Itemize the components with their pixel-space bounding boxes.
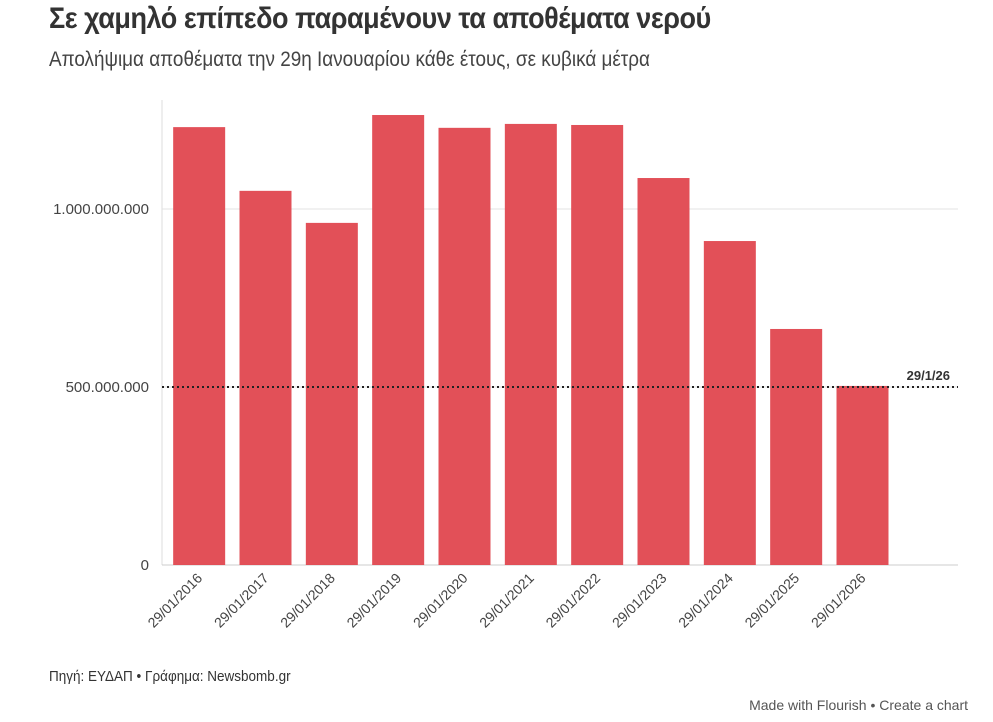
- y-tick-label: 500.000.000: [66, 379, 149, 396]
- source-note: Πηγή: ΕΥΔΑΠ • Γράφημα: Newsbomb.gr: [49, 668, 291, 685]
- chart-title: Σε χαμηλό επίπεδο παραμένουν τα αποθέματ…: [49, 2, 711, 35]
- x-tick-label: 29/01/2020: [410, 570, 471, 631]
- reference-line-label: 29/1/26: [907, 368, 950, 383]
- flourish-credit: Made with Flourish • Create a chart: [749, 697, 968, 713]
- bar: [438, 127, 491, 565]
- y-tick-label: 0: [141, 557, 149, 574]
- bar: [703, 241, 756, 566]
- x-tick-label: 29/01/2026: [808, 570, 869, 631]
- x-tick-label: 29/01/2022: [542, 570, 603, 631]
- x-tick-label: 29/01/2017: [211, 570, 272, 631]
- x-tick-label: 29/01/2025: [741, 570, 802, 631]
- y-tick-label: 1.000.000.000: [53, 201, 149, 218]
- bar: [571, 124, 624, 565]
- bar: [504, 123, 557, 565]
- create-chart-link[interactable]: Create a chart: [879, 697, 968, 713]
- chart-subtitle: Απολήψιμα αποθέματα την 29η Ιανουαρίου κ…: [49, 48, 650, 71]
- x-tick-label: 29/01/2019: [343, 570, 404, 631]
- x-tick-label: 29/01/2023: [609, 570, 670, 631]
- separator: •: [866, 697, 880, 713]
- bar: [239, 190, 292, 565]
- bar: [173, 127, 226, 566]
- bar: [770, 328, 823, 565]
- x-tick-label: 29/01/2016: [144, 570, 205, 631]
- x-tick-label: 29/01/2021: [476, 570, 537, 631]
- bar: [372, 115, 425, 566]
- x-tick-label: 29/01/2018: [277, 570, 338, 631]
- bar: [637, 178, 690, 565]
- made-with-flourish-link[interactable]: Made with Flourish: [749, 697, 867, 713]
- bar: [305, 222, 358, 565]
- bar: [836, 385, 889, 565]
- x-tick-label: 29/01/2024: [675, 570, 736, 631]
